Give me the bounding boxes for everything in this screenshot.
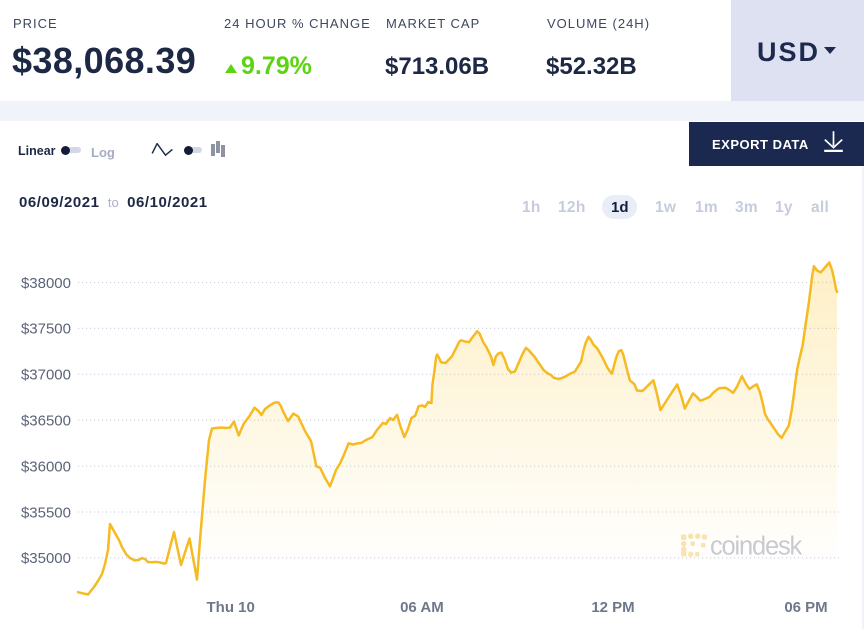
svg-text:$37500: $37500: [21, 321, 71, 338]
svg-text:$38000: $38000: [21, 275, 71, 292]
svg-text:$35000: $35000: [21, 550, 71, 567]
svg-text:$37000: $37000: [21, 367, 71, 384]
svg-text:$35500: $35500: [21, 504, 71, 521]
svg-text:$36000: $36000: [21, 458, 71, 475]
svg-text:$36500: $36500: [21, 413, 71, 430]
